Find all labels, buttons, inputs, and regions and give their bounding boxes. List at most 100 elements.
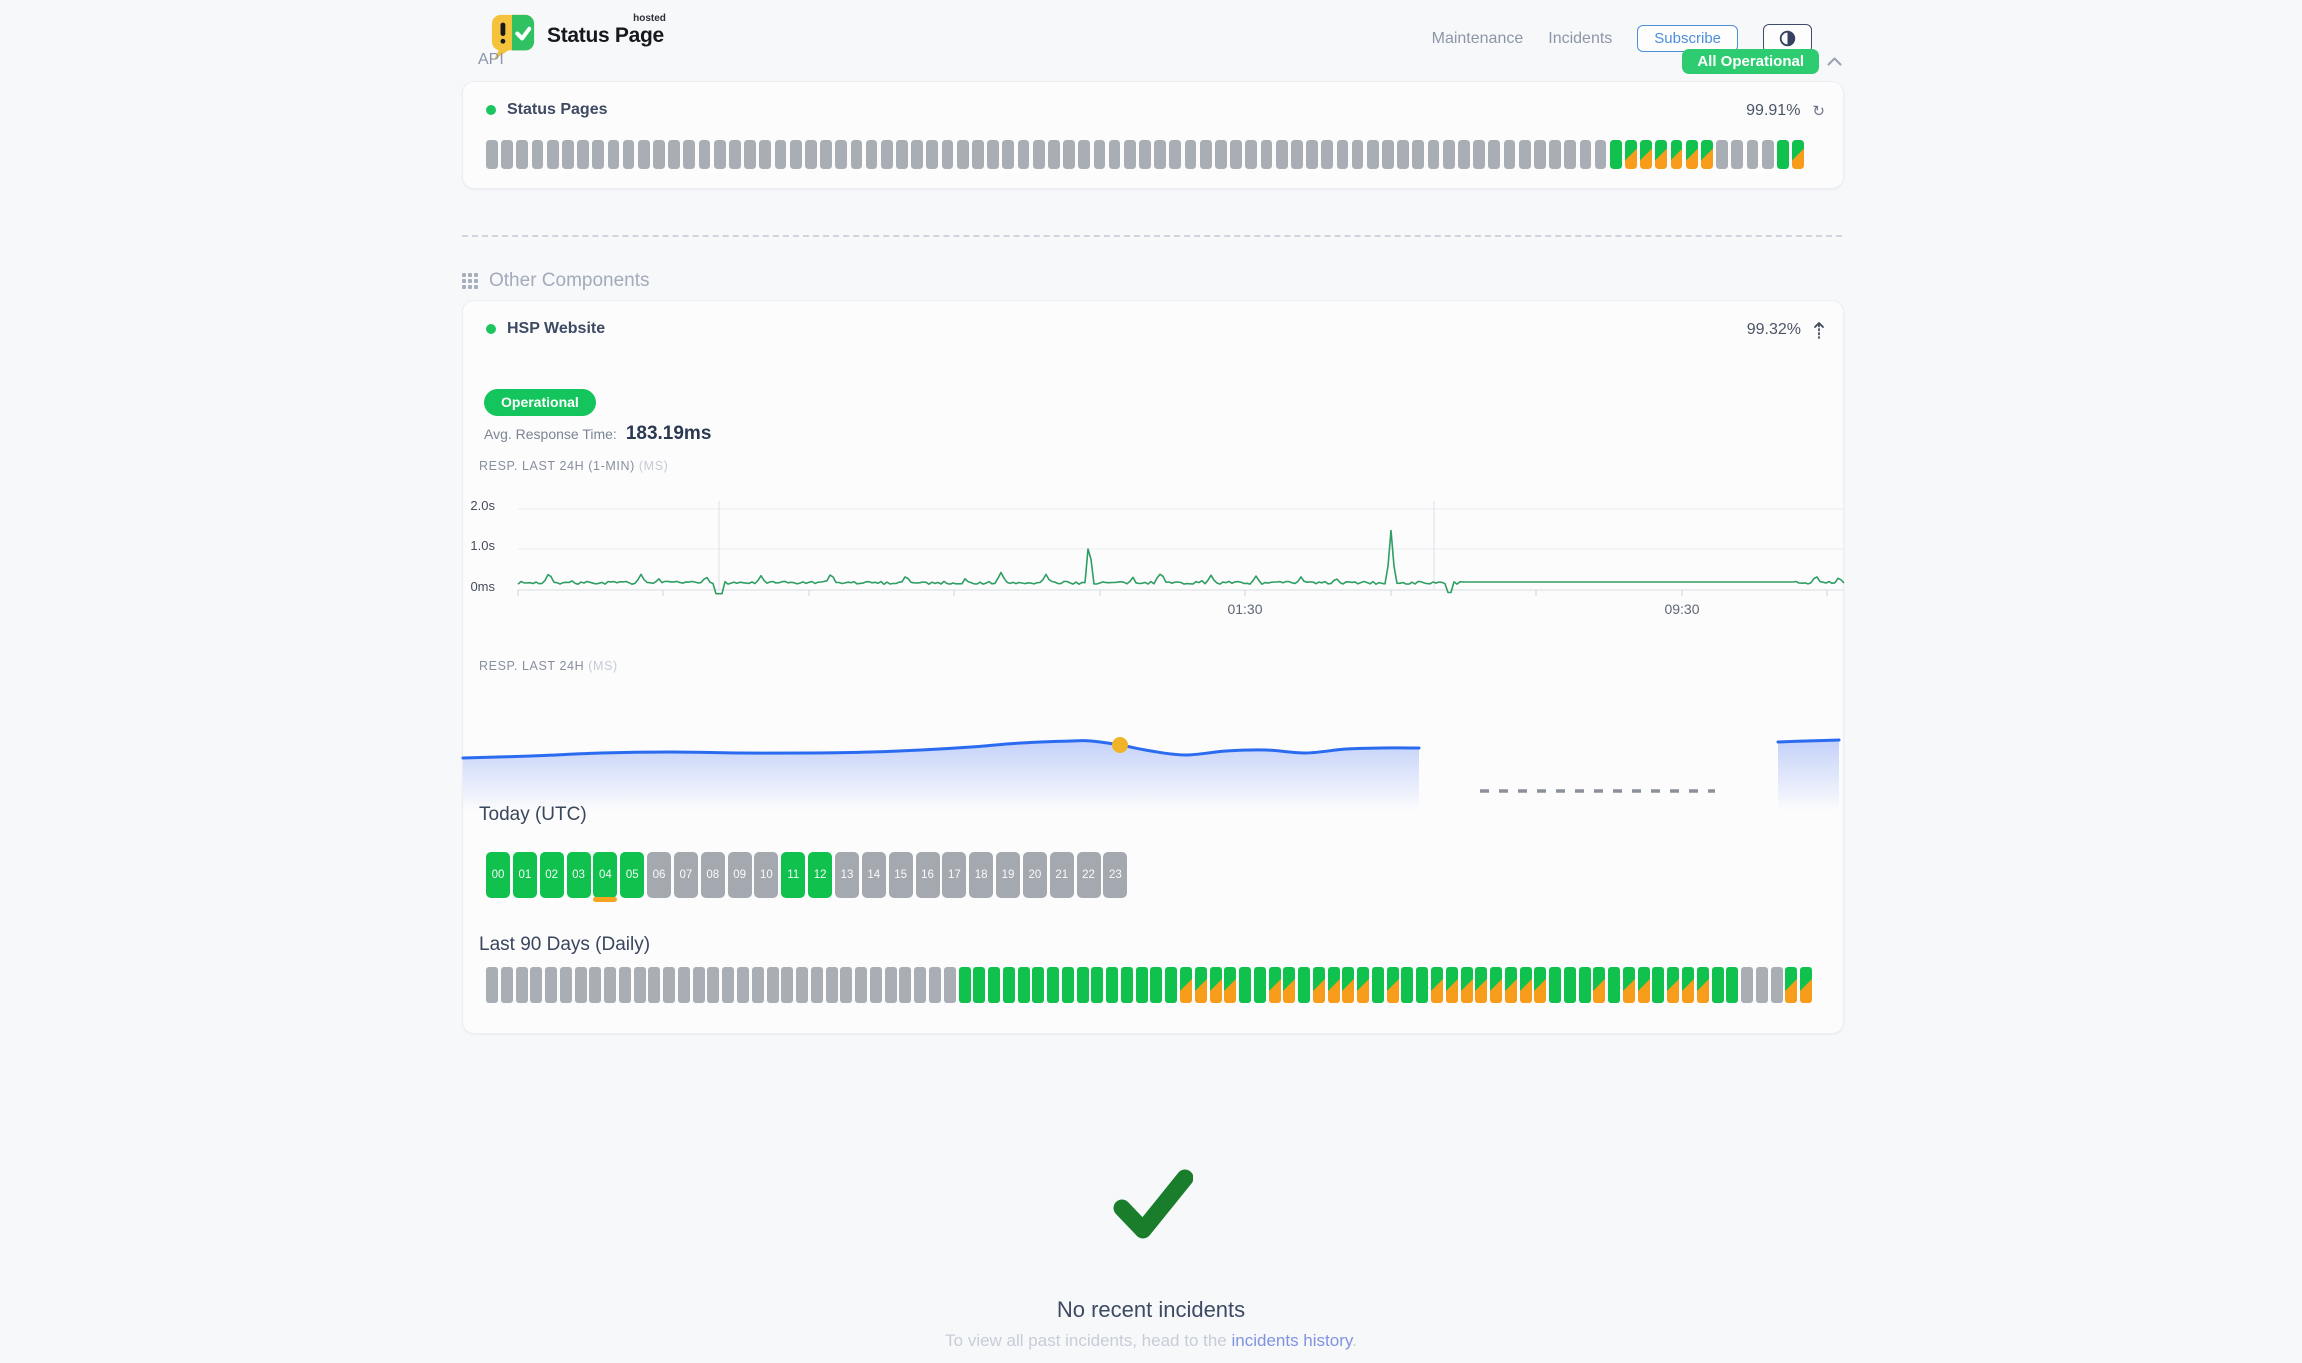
uptime-bar-none[interactable] (884, 967, 897, 1003)
component-row-status-pages[interactable]: Status Pages (486, 101, 607, 119)
uptime-bar-none[interactable] (1093, 140, 1106, 169)
uptime-bar-none[interactable] (869, 967, 882, 1003)
uptime-bar-none[interactable] (1002, 140, 1015, 169)
uptime-bar-none[interactable] (766, 967, 779, 1003)
uptime-bar-up[interactable] (1120, 967, 1133, 1003)
uptime-bar-deg[interactable] (1224, 967, 1237, 1003)
subscribe-button[interactable]: Subscribe (1637, 25, 1738, 52)
uptime-bar-none[interactable] (1503, 140, 1516, 169)
uptime-bar-none[interactable] (865, 140, 878, 169)
hour-block-15[interactable]: 15 (888, 852, 913, 898)
nav-maintenance[interactable]: Maintenance (1431, 29, 1524, 47)
uptime-bar-deg[interactable] (1179, 967, 1192, 1003)
hour-block-09[interactable]: 09 (727, 852, 752, 898)
uptime-bar-none[interactable] (653, 140, 665, 169)
uptime-bar-none[interactable] (531, 140, 544, 169)
uptime-bar-none[interactable] (1063, 140, 1075, 169)
uptime-bar-none[interactable] (956, 140, 969, 169)
uptime-bar-none[interactable] (692, 967, 705, 1003)
hour-block-08[interactable]: 08 (700, 852, 725, 898)
uptime-bar-none[interactable] (850, 140, 863, 169)
uptime-bar-none[interactable] (1761, 140, 1774, 169)
uptime-bar-deg[interactable] (1685, 140, 1698, 169)
hour-block-11[interactable]: 11 (781, 852, 806, 898)
uptime-bar-none[interactable] (515, 967, 528, 1003)
uptime-bar-none[interactable] (896, 140, 908, 169)
uptime-bar-deg[interactable] (1640, 140, 1653, 169)
uptime-bar-up[interactable] (1106, 967, 1119, 1003)
uptime-bar-deg[interactable] (1670, 140, 1683, 169)
uptime-bar-up[interactable] (1061, 967, 1074, 1003)
uptime-bar-up[interactable] (1609, 140, 1622, 169)
uptime-bar-none[interactable] (1488, 140, 1501, 169)
hour-block-12[interactable]: 12 (808, 852, 833, 898)
uptime-bar-none[interactable] (1047, 140, 1060, 169)
uptime-bar-deg[interactable] (1655, 140, 1668, 169)
uptime-bar-deg[interactable] (1357, 967, 1370, 1003)
uptime-bar-none[interactable] (774, 140, 787, 169)
hour-block-18[interactable]: 18 (969, 852, 994, 898)
uptime-bar-none[interactable] (668, 140, 681, 169)
uptime-bar-none[interactable] (1564, 140, 1577, 169)
uptime-bar-none[interactable] (713, 140, 726, 169)
collapse-arrow-icon[interactable] (1813, 321, 1825, 339)
uptime-bar-none[interactable] (1579, 140, 1592, 169)
uptime-bar-none[interactable] (737, 967, 750, 1003)
uptime-bar-deg[interactable] (1268, 967, 1281, 1003)
uptime-bar-up[interactable] (1776, 140, 1789, 169)
response-time-area-chart[interactable] (456, 699, 1846, 816)
uptime-bar-deg[interactable] (1593, 967, 1606, 1003)
uptime-bar-deg[interactable] (1682, 967, 1695, 1003)
uptime-bar-up[interactable] (1047, 967, 1060, 1003)
hour-block-23[interactable]: 23 (1103, 852, 1128, 898)
uptime-bar-none[interactable] (486, 967, 498, 1003)
uptime-bar-none[interactable] (810, 967, 823, 1003)
hour-block-00[interactable]: 00 (486, 852, 510, 898)
uptime-bar-up[interactable] (1032, 967, 1045, 1003)
uptime-bar-none[interactable] (789, 140, 802, 169)
hour-block-05[interactable]: 05 (620, 852, 645, 898)
uptime-bar-none[interactable] (1518, 140, 1531, 169)
uptime-bar-deg[interactable] (1445, 967, 1458, 1003)
uptime-bar-none[interactable] (1290, 140, 1303, 169)
uptime-bar-deg[interactable] (1519, 967, 1532, 1003)
uptime-bar-up[interactable] (1726, 967, 1739, 1003)
uptime-bar-deg[interactable] (1460, 967, 1473, 1003)
uptime-bar-none[interactable] (1260, 140, 1273, 169)
uptime-bar-none[interactable] (1184, 140, 1197, 169)
uptime-bar-none[interactable] (1594, 140, 1607, 169)
uptime-bar-none[interactable] (545, 967, 558, 1003)
uptime-bar-none[interactable] (1458, 140, 1470, 169)
uptime-bar-up[interactable] (1135, 967, 1148, 1003)
uptime-bar-none[interactable] (1397, 140, 1410, 169)
uptime-bar-none[interactable] (744, 140, 756, 169)
uptime-bar-up[interactable] (1578, 967, 1591, 1003)
uptime-bar-deg[interactable] (1785, 967, 1798, 1003)
uptime-bar-none[interactable] (781, 967, 794, 1003)
hour-block-21[interactable]: 21 (1049, 852, 1074, 898)
hour-block-10[interactable]: 10 (754, 852, 779, 898)
uptime-bar-none[interactable] (1366, 140, 1379, 169)
uptime-bar-none[interactable] (698, 140, 711, 169)
uptime-bar-deg[interactable] (1312, 967, 1325, 1003)
uptime-bar-up[interactable] (1416, 967, 1429, 1003)
uptime-bar-deg[interactable] (1431, 967, 1443, 1003)
hour-block-16[interactable]: 16 (915, 852, 940, 898)
uptime-bar-none[interactable] (561, 140, 574, 169)
uptime-bar-none[interactable] (1230, 140, 1242, 169)
uptime-bar-none[interactable] (796, 967, 809, 1003)
uptime-bar-up[interactable] (1150, 967, 1163, 1003)
hour-block-03[interactable]: 03 (566, 852, 591, 898)
uptime-bar-deg[interactable] (1283, 967, 1296, 1003)
uptime-bar-none[interactable] (1215, 140, 1227, 169)
uptime-bar-none[interactable] (1275, 140, 1288, 169)
hour-block-17[interactable]: 17 (942, 852, 967, 898)
uptime-bar-deg[interactable] (1194, 967, 1207, 1003)
uptime-bar-none[interactable] (633, 967, 646, 1003)
uptime-bar-deg[interactable] (1534, 967, 1547, 1003)
uptime-bar-none[interactable] (589, 967, 602, 1003)
uptime-bar-none[interactable] (530, 967, 543, 1003)
response-time-line-chart[interactable]: 01:30 09:30 (456, 501, 1846, 633)
uptime-bar-none[interactable] (941, 140, 954, 169)
uptime-bar-none[interactable] (1741, 967, 1754, 1003)
